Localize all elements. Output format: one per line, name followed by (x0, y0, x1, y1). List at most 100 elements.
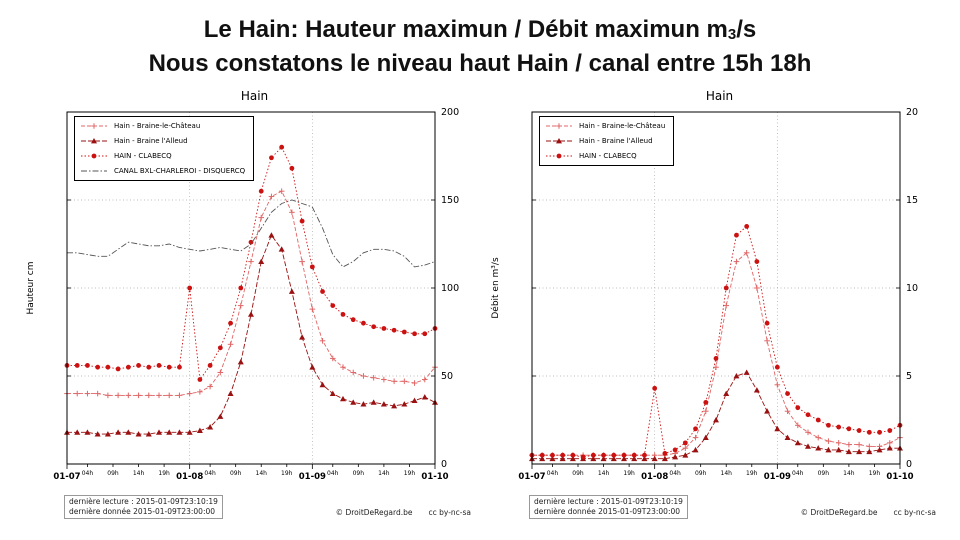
legend-marker-icon (546, 153, 572, 159)
legend-item-hain-clabecq: HAIN - CLABECQ (545, 151, 665, 161)
legend-label: CANAL BXL-CHARLEROI - DISQUERCQ (114, 167, 246, 175)
debit-chart-title: Hain (705, 89, 734, 103)
legend-item-hain-braine-l-alleud: Hain - Braine l'Alleud (80, 136, 245, 146)
credits: © DroitDeRegard.be cc by-nc-sa (336, 508, 471, 519)
x-tick-label: 19h (404, 470, 416, 477)
credits: © DroitDeRegard.be cc by-nc-sa (801, 508, 936, 519)
y-tick-label: 0 (906, 459, 912, 470)
legend-marker-icon (81, 138, 107, 144)
x-tick-label: 19h (746, 470, 758, 477)
legend-marker-icon (81, 170, 107, 172)
x-tick-label: 09h (818, 470, 830, 477)
debit-chart-footer: dernière lecture : 2015-01-09T23:10:19 d… (487, 494, 942, 519)
x-tick-label: 01-08 (176, 472, 203, 482)
debit-chart-panel: Hain 0 5 10 15 20 01-07 04h 09h 14h 19h 01-08 04h 09… (487, 89, 942, 519)
data-timestamp-box: dernière lecture : 2015-01-09T23:10:19 d… (529, 495, 688, 519)
data-timestamp-box: dernière lecture : 2015-01-09T23:10:19 d… (64, 495, 223, 519)
x-tick-label: 14h (598, 470, 610, 477)
hauteur-plot-area: 0 50 100 150 200 01-07 04h 09h 14h 19h 01-08 04h 09h… (22, 104, 477, 494)
slide-title-subscript: 3 (727, 26, 737, 43)
grid (532, 112, 900, 464)
license-text: cc by-nc-sa (428, 507, 472, 517)
legend-label: Hain - Braine-le-Château (114, 122, 201, 130)
debit-legend: Hain - Braine-le-Château Hain - Braine l'… (539, 116, 675, 166)
x-tick-label: 01-09 (299, 472, 326, 482)
x-tick-label: 04h (547, 470, 559, 477)
x-tick-label: 01-07 (53, 472, 80, 482)
series-hain-clabecq (64, 144, 438, 382)
x-tick-label: 01-08 (641, 472, 668, 482)
hauteur-chart-panel: Hain 0 50 100 150 200 01-07 04h 09h 14h 19h 01-08 0… (22, 89, 477, 519)
y-axis-label: Hauteur cm (26, 261, 36, 314)
y-tick-label: 50 (441, 371, 453, 382)
copyright-text: © DroitDeRegard.be (800, 507, 878, 517)
license-text: cc by-nc-sa (893, 507, 937, 517)
x-tick-label: 04h (792, 470, 804, 477)
copyright-text: © DroitDeRegard.be (335, 507, 413, 517)
legend-marker-icon (546, 123, 572, 129)
x-tick-label: 04h (204, 470, 216, 477)
legend-label: Hain - Braine l'Alleud (579, 137, 653, 145)
hauteur-chart-footer: dernière lecture : 2015-01-09T23:10:19 d… (22, 494, 477, 519)
legend-item-hain-braine-le-ch-teau: Hain - Braine-le-Château (545, 121, 665, 131)
legend-label: HAIN - CLABECQ (114, 152, 172, 160)
y-tick-label: 100 (441, 283, 459, 294)
slide-title-unit: /s (736, 16, 757, 43)
legend-item-hain-braine-le-ch-teau: Hain - Braine-le-Château (80, 121, 245, 131)
x-tick-label: 01-10 (421, 472, 448, 482)
y-tick-label: 150 (441, 195, 459, 206)
y-tick-label: 15 (906, 195, 918, 206)
y-tick-label: 200 (441, 107, 459, 118)
legend-item-hain-braine-l-alleud: Hain - Braine l'Alleud (545, 136, 665, 146)
legend-marker-icon (546, 138, 572, 144)
x-tick-label: 14h (378, 470, 390, 477)
legend-item-canal-bxl-charleroi-disquercq: CANAL BXL-CHARLEROI - DISQUERCQ (80, 166, 245, 176)
series-hain-clabecq (529, 224, 903, 460)
y-axis-label: Débit en m³/s (490, 257, 501, 319)
legend-label: HAIN - CLABECQ (579, 152, 637, 160)
last-read-text: dernière lecture : 2015-01-09T23:10:19 (534, 497, 683, 506)
y-tick-label: 20 (906, 107, 918, 118)
x-tick-label: 09h (572, 470, 584, 477)
x-tick-label: 01-10 (886, 472, 913, 482)
slide-subtitle: Nous constatons le niveau haut Hain / ca… (148, 50, 812, 77)
legend-marker-icon (81, 153, 107, 159)
x-tick-label: 14h (721, 470, 733, 477)
x-tick-label: 19h (869, 470, 881, 477)
slide-header: Le Hain: Hauteur maximun / Débit maximun… (0, 0, 960, 79)
x-tick-label: 09h (353, 470, 365, 477)
x-tick-label: 01-07 (518, 472, 545, 482)
series-hain-braine-l-alleud (529, 369, 903, 462)
x-tick-label: 14h (843, 470, 855, 477)
x-tick-label: 19h (158, 470, 170, 477)
x-tick-label: 04h (82, 470, 94, 477)
series-hain-braine-l-alleud (64, 232, 438, 437)
last-data-text: dernière donnée 2015-01-09T23:00:00 (534, 506, 681, 516)
y-tick-label: 10 (906, 283, 918, 294)
slide-title: Le Hain: Hauteur maximun / Débit maximun… (0, 14, 960, 48)
last-read-text: dernière lecture : 2015-01-09T23:10:19 (69, 497, 218, 506)
legend-label: Hain - Braine l'Alleud (114, 137, 188, 145)
x-tick-label: 09h (107, 470, 119, 477)
debit-plot-area: 0 5 10 15 20 01-07 04h 09h 14h 19h 01-08 04h 09h 14h 1… (487, 104, 942, 494)
x-tick-label: 09h (695, 470, 707, 477)
y-tick-label: 0 (441, 459, 447, 470)
x-tick-label: 19h (623, 470, 635, 477)
hauteur-chart-title: Hain (240, 89, 269, 103)
last-data-text: dernière donnée 2015-01-09T23:00:00 (69, 506, 216, 516)
x-tick-label: 04h (327, 470, 339, 477)
hauteur-legend: Hain - Braine-le-Château Hain - Braine l'… (74, 116, 255, 181)
x-tick-label: 01-09 (764, 472, 791, 482)
charts-row: Hain 0 50 100 150 200 01-07 04h 09h 14h 19h 01-08 0… (0, 79, 960, 519)
series-hain-braine-le-ch-teau (529, 250, 903, 458)
x-tick-label: 09h (230, 470, 242, 477)
y-tick-label: 5 (906, 371, 912, 382)
x-tick-label: 19h (281, 470, 293, 477)
x-tick-label: 14h (133, 470, 145, 477)
x-tick-label: 14h (256, 470, 268, 477)
legend-marker-icon (81, 123, 107, 129)
series-hain-braine-le-ch-teau (64, 188, 438, 399)
legend-label: Hain - Braine-le-Château (579, 122, 666, 130)
